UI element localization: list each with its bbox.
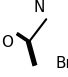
Text: Br: Br <box>56 56 68 71</box>
Text: O: O <box>1 35 13 50</box>
Text: N: N <box>34 0 45 15</box>
